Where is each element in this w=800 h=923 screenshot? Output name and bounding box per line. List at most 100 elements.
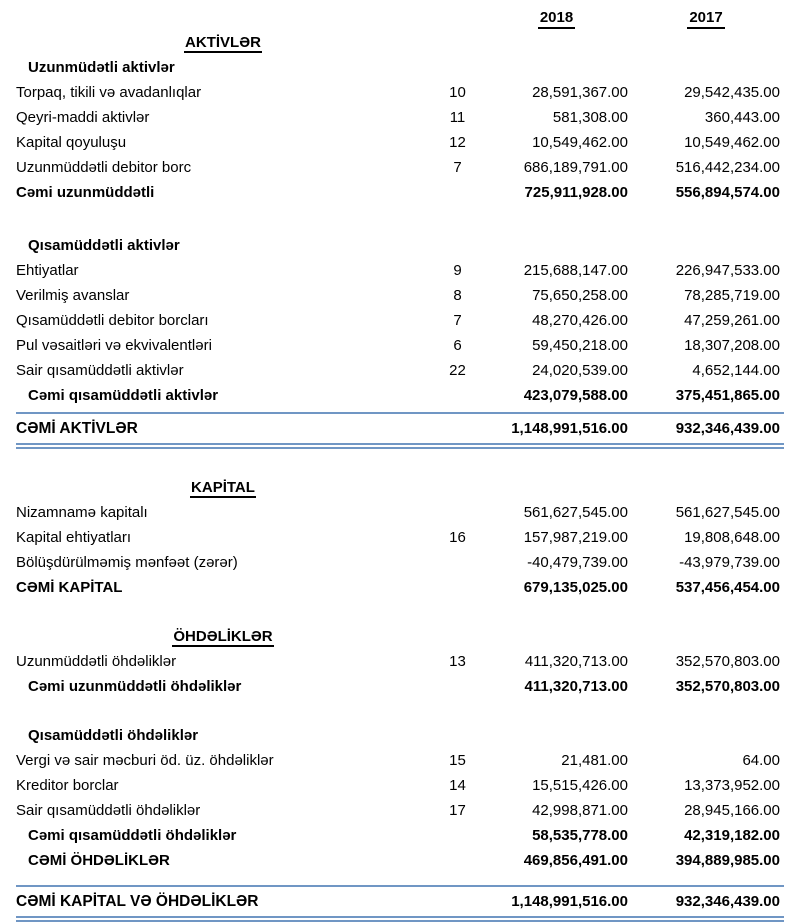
row-label: Vergi və sair məcburi öd. üz. öhdəliklər (16, 752, 274, 769)
table-row: Pul vəsaitləri və ekvivalentləri 6 59,450,… (16, 333, 784, 358)
section-title: KAPİTAL (16, 475, 430, 500)
value-2018: 48,270,426.00 (532, 312, 628, 329)
value-2017: 28,945,166.00 (684, 802, 780, 819)
row-spacer (16, 600, 784, 624)
year-header-row: 2018 2017 (16, 5, 784, 30)
value-2018: -40,479,739.00 (527, 554, 628, 571)
table-row: Qısamüddətli aktivlər (16, 233, 784, 258)
table-row: Qeyri-maddi aktivlər 11 581,308.00 360,443.… (16, 105, 784, 130)
row-label: Kapital qoyuluşu (16, 134, 127, 151)
row-spacer (16, 699, 784, 723)
row-label: Cəmi uzunmüddətli öhdəliklər (28, 678, 242, 695)
row-label: Uzunmüdətli aktivlər (28, 59, 175, 76)
row-spacer (16, 873, 784, 881)
row-spacer (16, 205, 784, 233)
table-row: Uzunmüdətli aktivlər (16, 55, 784, 80)
row-label: Torpaq, tikili və avadanlıqlar (16, 84, 202, 101)
row-label: Ehtiyatlar (16, 262, 79, 279)
table-row: Cəmi uzunmüddətli öhdəliklər 411,320,713.… (16, 674, 784, 699)
value-2018: 1,148,991,516.00 (511, 420, 628, 437)
value-2017: 352,570,803.00 (675, 678, 780, 695)
row-label: Qısamüddətli debitor borcları (16, 312, 209, 329)
table-row: Kapital qoyuluşu 12 10,549,462.00 10,549,46… (16, 130, 784, 155)
section-title: AKTİVLƏR (16, 30, 430, 55)
value-2017: 360,443.00 (704, 109, 780, 126)
value-2017: 394,889,985.00 (675, 852, 780, 869)
column-header-2018: 2018 (485, 5, 632, 30)
value-2018: 679,135,025.00 (523, 579, 628, 596)
value-2017: 13,373,952.00 (684, 777, 780, 794)
value-2017: 29,542,435.00 (684, 84, 780, 101)
row-label: Sair qısamüddətli öhdəliklər (16, 802, 201, 819)
table-row: Kapital ehtiyatları 16 157,987,219.00 19,80… (16, 525, 784, 550)
section-title-label: KAPİTAL (190, 479, 256, 498)
grand-total-row: CƏMİ AKTİVLƏR 1,148,991,516.00 932,346,439… (16, 412, 784, 449)
section-title-row: AKTİVLƏR (16, 30, 784, 55)
row-label: CƏMİ ÖHDƏLİKLƏR (28, 852, 170, 869)
value-2017: 19,808,648.00 (684, 529, 780, 546)
value-2018: 75,650,258.00 (532, 287, 628, 304)
value-2018: 423,079,588.00 (523, 387, 628, 404)
table-row: Torpaq, tikili və avadanlıqlar 10 28,591,3… (16, 80, 784, 105)
table-row: Cəmi qısamüddətli öhdəliklər 58,535,778.0… (16, 823, 784, 848)
section-title-label: ÖHDƏLİKLƏR (172, 628, 274, 647)
table-row: CƏMİ KAPİTAL 679,135,025.00 537,456,454.00 (16, 575, 784, 600)
value-2018: 561,627,545.00 (523, 504, 628, 521)
note-number: 13 (449, 653, 466, 670)
value-2017: 4,652,144.00 (692, 362, 780, 379)
row-label: Kapital ehtiyatları (16, 529, 132, 546)
value-2018: 725,911,928.00 (524, 184, 628, 201)
value-2018: 411,320,713.00 (524, 653, 628, 670)
row-label: Nizamnamə kapitalı (16, 504, 148, 521)
value-2018: 24,020,539.00 (532, 362, 628, 379)
table-row: Qısamüddətli debitor borcları 7 48,270,426… (16, 308, 784, 333)
value-2018: 581,308.00 (552, 109, 628, 126)
note-number: 9 (453, 262, 462, 279)
value-2017: 18,307,208.00 (684, 337, 780, 354)
value-2017: 516,442,234.00 (675, 159, 780, 176)
value-2018: 42,998,871.00 (532, 802, 628, 819)
value-2017: 537,456,454.00 (675, 579, 780, 596)
value-2017: 78,285,719.00 (684, 287, 780, 304)
row-label: Qısamüddətli aktivlər (28, 237, 180, 254)
value-2018: 15,515,426.00 (532, 777, 628, 794)
table-row: Kreditor borclar 14 15,515,426.00 13,373,95… (16, 773, 784, 798)
row-label: Cəmi uzunmüddətli (16, 184, 155, 201)
value-2017: 64.00 (742, 752, 780, 769)
value-2017: -43,979,739.00 (679, 554, 780, 571)
row-label: CƏMİ AKTİVLƏR (16, 420, 138, 437)
value-2017: 352,570,803.00 (675, 653, 780, 670)
value-2017: 561,627,545.00 (675, 504, 780, 521)
value-2018: 59,450,218.00 (532, 337, 628, 354)
row-label: Kreditor borclar (16, 777, 119, 794)
value-2017: 932,346,439.00 (675, 893, 780, 910)
note-number: 16 (449, 529, 466, 546)
row-label: Cəmi qısamüddətli öhdəliklər (28, 827, 237, 844)
grand-total-row: CƏMİ KAPİTAL VƏ ÖHDƏLİKLƏR 1,148,991,516.… (16, 885, 784, 922)
row-label: Qeyri-maddi aktivlər (16, 109, 150, 126)
table-body: AKTİVLƏR Uzunmüdətli aktivlər Torpaq, tiki… (16, 30, 784, 922)
value-2018: 686,189,791.00 (523, 159, 628, 176)
note-number: 17 (449, 802, 466, 819)
value-2018: 10,549,462.00 (532, 134, 628, 151)
value-2018: 215,688,147.00 (523, 262, 628, 279)
column-header-2018-label: 2018 (537, 9, 576, 29)
value-2018: 28,591,367.00 (532, 84, 628, 101)
table-row: Verilmiş avanslar 8 75,650,258.00 78,285,71… (16, 283, 784, 308)
section-title: ÖHDƏLİKLƏR (16, 624, 430, 649)
note-number: 6 (453, 337, 462, 354)
note-number: 22 (449, 362, 466, 379)
row-label: Cəmi qısamüddətli aktivlər (28, 387, 219, 404)
value-2017: 556,894,574.00 (675, 184, 780, 201)
row-label: CƏMİ KAPİTAL VƏ ÖHDƏLİKLƏR (16, 893, 259, 910)
value-2018: 411,320,713.00 (524, 678, 628, 695)
table-row: Uzunmüddətli debitor borc 7 686,189,791.00… (16, 155, 784, 180)
row-label: CƏMİ KAPİTAL (16, 579, 123, 596)
row-label: Uzunmüddətli öhdəliklər (16, 653, 177, 670)
value-2017: 42,319,182.00 (684, 827, 780, 844)
value-2017: 10,549,462.00 (684, 134, 780, 151)
value-2017: 226,947,533.00 (675, 262, 780, 279)
table-row: Uzunmüddətli öhdəliklər 13 411,320,713.00 3… (16, 649, 784, 674)
table-row: Vergi və sair məcburi öd. üz. öhdəliklər… (16, 748, 784, 773)
